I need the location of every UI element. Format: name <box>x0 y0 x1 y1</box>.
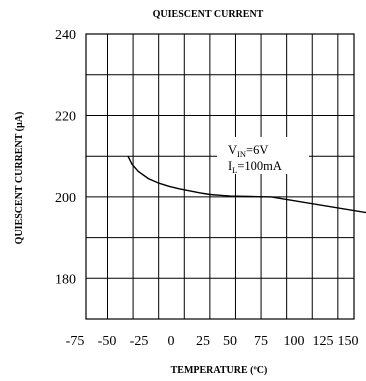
x-tick-label: 75 <box>254 334 268 349</box>
series-line <box>127 155 366 214</box>
x-axis-label: TEMPERATURE (ºC) <box>171 365 268 376</box>
y-axis-label: QUIESCENT CURRENT (µA) <box>14 112 25 245</box>
y-tick-label: 220 <box>55 110 76 125</box>
x-tick-label: 50 <box>223 334 237 349</box>
x-tick-label: 100 <box>284 334 305 349</box>
grid <box>86 34 354 319</box>
annotation-background <box>217 137 309 174</box>
annotation-line-2: IL=100mA <box>228 159 282 175</box>
y-tick-label: 200 <box>55 191 76 206</box>
x-tick-label: 150 <box>338 334 359 349</box>
x-tick-label: -25 <box>130 334 149 349</box>
x-tick-label: 25 <box>196 334 210 349</box>
x-tick-label: 125 <box>313 334 334 349</box>
chart-title: QUIESCENT CURRENT <box>153 9 264 20</box>
annotation-line-1: VIN=6V <box>228 143 268 159</box>
plot-frame <box>85 33 355 320</box>
x-tick-label: 0 <box>168 334 175 349</box>
x-tick-label: -75 <box>66 334 85 349</box>
y-tick-label: 240 <box>55 28 76 43</box>
x-tick-label: -50 <box>98 334 117 349</box>
annotation: VIN=6V IL=100mA <box>217 137 309 175</box>
y-tick-label: 180 <box>55 272 76 287</box>
y-tick-labels: 180 200 220 240 <box>55 28 76 287</box>
x-tick-labels: -75 -50 -25 0 25 50 75 100 125 150 <box>66 334 359 349</box>
